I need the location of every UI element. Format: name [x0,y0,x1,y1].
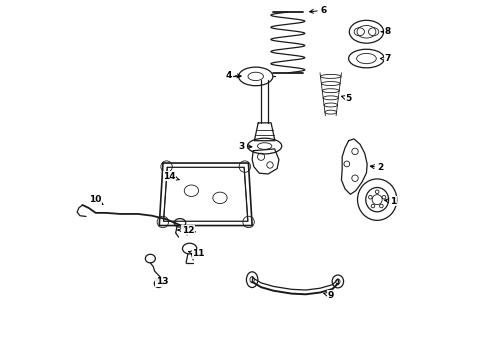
Text: 2: 2 [370,163,384,172]
Text: 12: 12 [178,225,194,234]
Text: 8: 8 [381,27,391,36]
Text: 3: 3 [238,141,252,150]
Text: 13: 13 [155,277,169,286]
Text: 4: 4 [226,71,241,80]
Text: 7: 7 [380,54,391,63]
Text: 14: 14 [163,172,179,181]
Text: 1: 1 [385,197,396,206]
Text: 11: 11 [189,249,205,258]
Text: 9: 9 [324,291,334,300]
Text: 10: 10 [89,195,103,204]
Text: 5: 5 [342,94,352,103]
Text: 6: 6 [310,6,327,15]
